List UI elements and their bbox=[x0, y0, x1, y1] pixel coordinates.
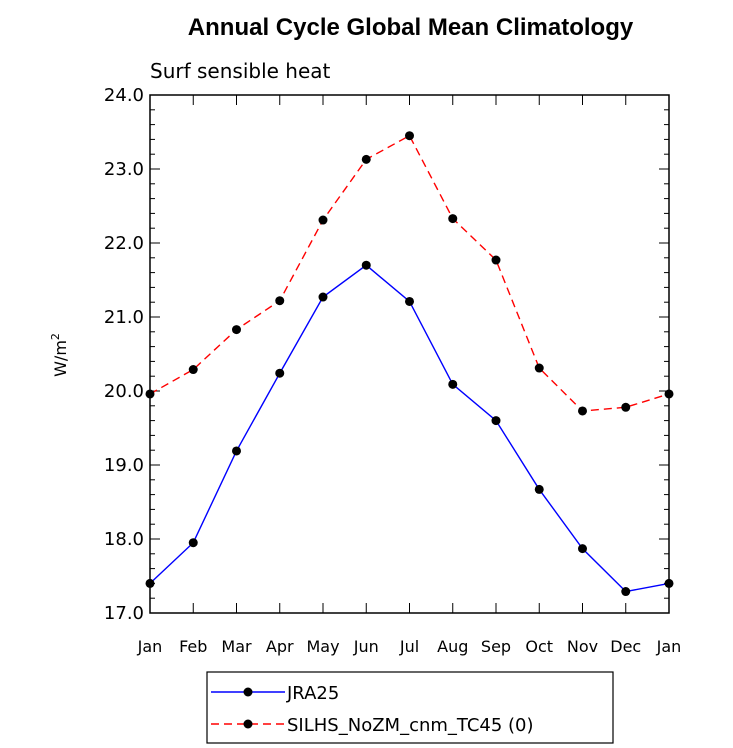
x-tick-label: Sep bbox=[481, 637, 511, 656]
data-point-series-2 bbox=[664, 389, 674, 399]
data-point-series-2 bbox=[145, 389, 155, 399]
data-point-series-2 bbox=[534, 363, 544, 373]
x-tick-label: Jan bbox=[656, 637, 682, 656]
data-point-series-2 bbox=[491, 255, 501, 265]
y-axis-label-superscript: 2 bbox=[49, 333, 62, 340]
data-point-series-1 bbox=[188, 538, 198, 548]
y-tick-label: 22.0 bbox=[104, 233, 144, 254]
series-line-1 bbox=[149, 264, 670, 593]
series-line-2 bbox=[149, 134, 670, 412]
y-axis-label-base: W/m bbox=[51, 340, 70, 377]
data-point-series-2 bbox=[448, 214, 458, 224]
data-point-series-1 bbox=[578, 544, 587, 554]
x-tick-label: Jul bbox=[399, 637, 419, 656]
data-point-series-1 bbox=[621, 587, 631, 597]
data-point-series-2 bbox=[275, 296, 285, 306]
data-point-series-1 bbox=[448, 379, 458, 389]
data-point-series-1 bbox=[361, 260, 371, 270]
y-tick-label: 23.0 bbox=[104, 159, 144, 180]
legend: JRA25 SILHS_NoZM_cnm_TC45 (0) bbox=[206, 671, 614, 744]
legend-label-1: JRA25 bbox=[286, 683, 339, 704]
data-point-series-2 bbox=[361, 154, 371, 164]
x-tick-label: Mar bbox=[221, 637, 252, 656]
data-point-series-2 bbox=[621, 402, 631, 412]
data-point-series-2 bbox=[318, 215, 328, 225]
x-tick-label: Aug bbox=[437, 637, 468, 656]
legend-marker-1 bbox=[243, 687, 253, 697]
data-point-series-1 bbox=[664, 578, 674, 588]
data-point-series-2 bbox=[232, 325, 241, 335]
data-point-series-1 bbox=[405, 296, 414, 306]
data-point-series-1 bbox=[145, 578, 155, 588]
chart-subtitle: Surf sensible heat bbox=[150, 59, 331, 83]
x-tick-label: Jan bbox=[137, 637, 163, 656]
y-axis-label: W/m2 bbox=[49, 333, 70, 377]
x-tick-label: Feb bbox=[179, 637, 207, 656]
data-point-series-1 bbox=[534, 484, 544, 494]
data-point-series-1 bbox=[275, 368, 285, 378]
y-tick-label: 21.0 bbox=[104, 307, 144, 328]
x-tick-label: Nov bbox=[567, 637, 598, 656]
legend-box bbox=[206, 671, 614, 744]
data-point-series-1 bbox=[491, 416, 501, 426]
plot-area-frame bbox=[149, 94, 670, 614]
data-point-series-2 bbox=[578, 406, 587, 416]
x-tick-label: May bbox=[306, 637, 339, 656]
y-tick-label: 24.0 bbox=[104, 85, 144, 106]
chart-title: Annual Cycle Global Mean Climatology bbox=[187, 14, 634, 41]
data-point-series-1 bbox=[232, 446, 241, 456]
data-point-series-2 bbox=[405, 131, 414, 141]
y-tick-label: 18.0 bbox=[104, 529, 144, 550]
x-tick-label: Apr bbox=[266, 637, 294, 656]
data-point-series-2 bbox=[188, 365, 198, 375]
x-tick-label: Dec bbox=[610, 637, 641, 656]
legend-marker-2 bbox=[243, 719, 253, 729]
legend-label-2: SILHS_NoZM_cnm_TC45 (0) bbox=[287, 715, 534, 736]
y-tick-label: 19.0 bbox=[104, 455, 144, 476]
y-tick-label: 17.0 bbox=[104, 603, 144, 624]
data-point-series-1 bbox=[318, 292, 328, 302]
x-tick-label: Oct bbox=[525, 637, 553, 656]
y-tick-label: 20.0 bbox=[104, 381, 144, 402]
x-tick-label: Jun bbox=[353, 637, 379, 656]
